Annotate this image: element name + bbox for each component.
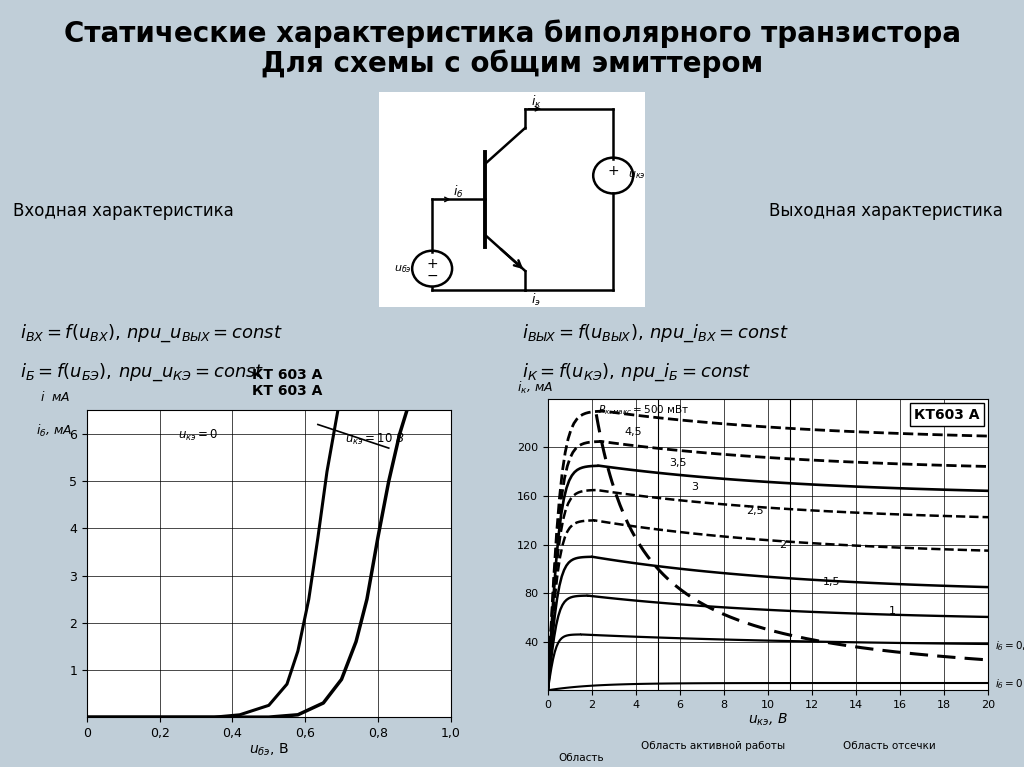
Text: Область активной работы: Область активной работы xyxy=(641,741,785,752)
Text: Для схемы с общим эмиттером: Для схемы с общим эмиттером xyxy=(261,50,763,78)
Text: 1: 1 xyxy=(889,606,896,616)
Text: КТ603 А: КТ603 А xyxy=(913,407,979,422)
Text: КТ 603 А
КТ 603 А: КТ 603 А КТ 603 А xyxy=(252,368,323,398)
Text: $u_{кэ}=10$ В: $u_{кэ}=10$ В xyxy=(345,433,404,447)
Text: $i_{BX}=f(u_{BX}),\,npu\_u_{ВЫХ}=const$: $i_{BX}=f(u_{BX}),\,npu\_u_{ВЫХ}=const$ xyxy=(20,323,284,344)
Text: Входная характеристика: Входная характеристика xyxy=(12,202,233,220)
Circle shape xyxy=(412,251,453,287)
Text: Выходная характеристика: Выходная характеристика xyxy=(769,202,1002,220)
Text: 4,5: 4,5 xyxy=(625,427,642,437)
Text: $P_{к.макс}=500$ мВт: $P_{к.макс}=500$ мВт xyxy=(598,403,690,417)
Text: $i_б=0$: $i_б=0$ xyxy=(994,677,1023,691)
Text: $u_{кэ}$: $u_{кэ}$ xyxy=(629,170,646,182)
Text: Область
насыщения: Область насыщения xyxy=(549,753,612,767)
Text: $i_{Б}=f(u_{БЭ}),\,npu\_u_{КЭ}=const$: $i_{Б}=f(u_{БЭ}),\,npu\_u_{КЭ}=const$ xyxy=(20,361,265,383)
Text: $u_{бэ}$: $u_{бэ}$ xyxy=(394,263,412,275)
Text: 2,5: 2,5 xyxy=(746,506,764,516)
Text: $i_б=0,5$ мА: $i_б=0,5$ мА xyxy=(994,640,1024,653)
Text: Статические характеристика биполярного транзистора: Статические характеристика биполярного т… xyxy=(63,19,961,48)
Text: $i_б$, мА: $i_б$, мА xyxy=(36,423,73,439)
Circle shape xyxy=(593,158,633,193)
Text: $i_{ВЫХ}=f(u_{ВЫХ}),\,npu\_i_{BX}=const$: $i_{ВЫХ}=f(u_{ВЫХ}),\,npu\_i_{BX}=const$ xyxy=(522,323,788,344)
X-axis label: $u_{кэ}$, В: $u_{кэ}$, В xyxy=(749,712,787,728)
Text: −: − xyxy=(426,268,438,283)
X-axis label: $u_{бэ}$, В: $u_{бэ}$, В xyxy=(249,741,289,758)
Text: $i$  мА: $i$ мА xyxy=(40,390,71,404)
Text: 2: 2 xyxy=(779,540,786,550)
Text: +: + xyxy=(607,164,618,178)
Text: 3: 3 xyxy=(691,482,698,492)
Text: $u_{кэ}=0$: $u_{кэ}=0$ xyxy=(178,428,218,443)
FancyBboxPatch shape xyxy=(379,92,645,307)
Text: $i_к$: $i_к$ xyxy=(530,94,542,110)
Text: 3,5: 3,5 xyxy=(669,458,686,468)
Text: $i_б$: $i_б$ xyxy=(454,184,464,200)
Text: $i_к$, мА: $i_к$, мА xyxy=(517,380,553,396)
Text: +: + xyxy=(426,257,438,271)
Text: Область отсечки: Область отсечки xyxy=(843,741,936,752)
Text: 1,5: 1,5 xyxy=(823,577,841,587)
Text: $i_э$: $i_э$ xyxy=(530,291,541,308)
Text: $i_{К}=f(u_{КЭ}),\,npu\_i_{Б}=const$: $i_{К}=f(u_{КЭ}),\,npu\_i_{Б}=const$ xyxy=(522,361,752,383)
